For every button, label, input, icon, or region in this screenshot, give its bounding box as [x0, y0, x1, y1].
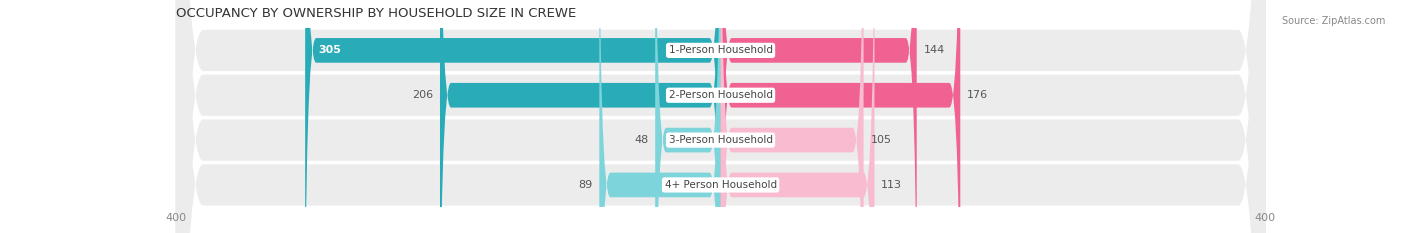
- FancyBboxPatch shape: [176, 0, 1265, 233]
- FancyBboxPatch shape: [176, 0, 1265, 233]
- FancyBboxPatch shape: [721, 0, 917, 233]
- FancyBboxPatch shape: [176, 0, 1265, 233]
- Text: 105: 105: [870, 135, 891, 145]
- Text: OCCUPANCY BY OWNERSHIP BY HOUSEHOLD SIZE IN CREWE: OCCUPANCY BY OWNERSHIP BY HOUSEHOLD SIZE…: [176, 7, 576, 20]
- FancyBboxPatch shape: [599, 0, 721, 233]
- FancyBboxPatch shape: [721, 0, 960, 233]
- Text: 3-Person Household: 3-Person Household: [669, 135, 772, 145]
- Text: 4+ Person Household: 4+ Person Household: [665, 180, 776, 190]
- Text: 48: 48: [634, 135, 648, 145]
- Text: 144: 144: [924, 45, 945, 55]
- FancyBboxPatch shape: [440, 0, 721, 233]
- Text: 2-Person Household: 2-Person Household: [669, 90, 772, 100]
- FancyBboxPatch shape: [721, 0, 863, 233]
- Text: 206: 206: [412, 90, 433, 100]
- Text: 176: 176: [967, 90, 988, 100]
- Text: 89: 89: [578, 180, 592, 190]
- FancyBboxPatch shape: [721, 0, 875, 233]
- FancyBboxPatch shape: [655, 0, 721, 233]
- FancyBboxPatch shape: [305, 0, 721, 233]
- FancyBboxPatch shape: [176, 0, 1265, 233]
- Text: Source: ZipAtlas.com: Source: ZipAtlas.com: [1281, 16, 1385, 26]
- Text: 305: 305: [319, 45, 342, 55]
- Text: 1-Person Household: 1-Person Household: [669, 45, 772, 55]
- Text: 113: 113: [882, 180, 903, 190]
